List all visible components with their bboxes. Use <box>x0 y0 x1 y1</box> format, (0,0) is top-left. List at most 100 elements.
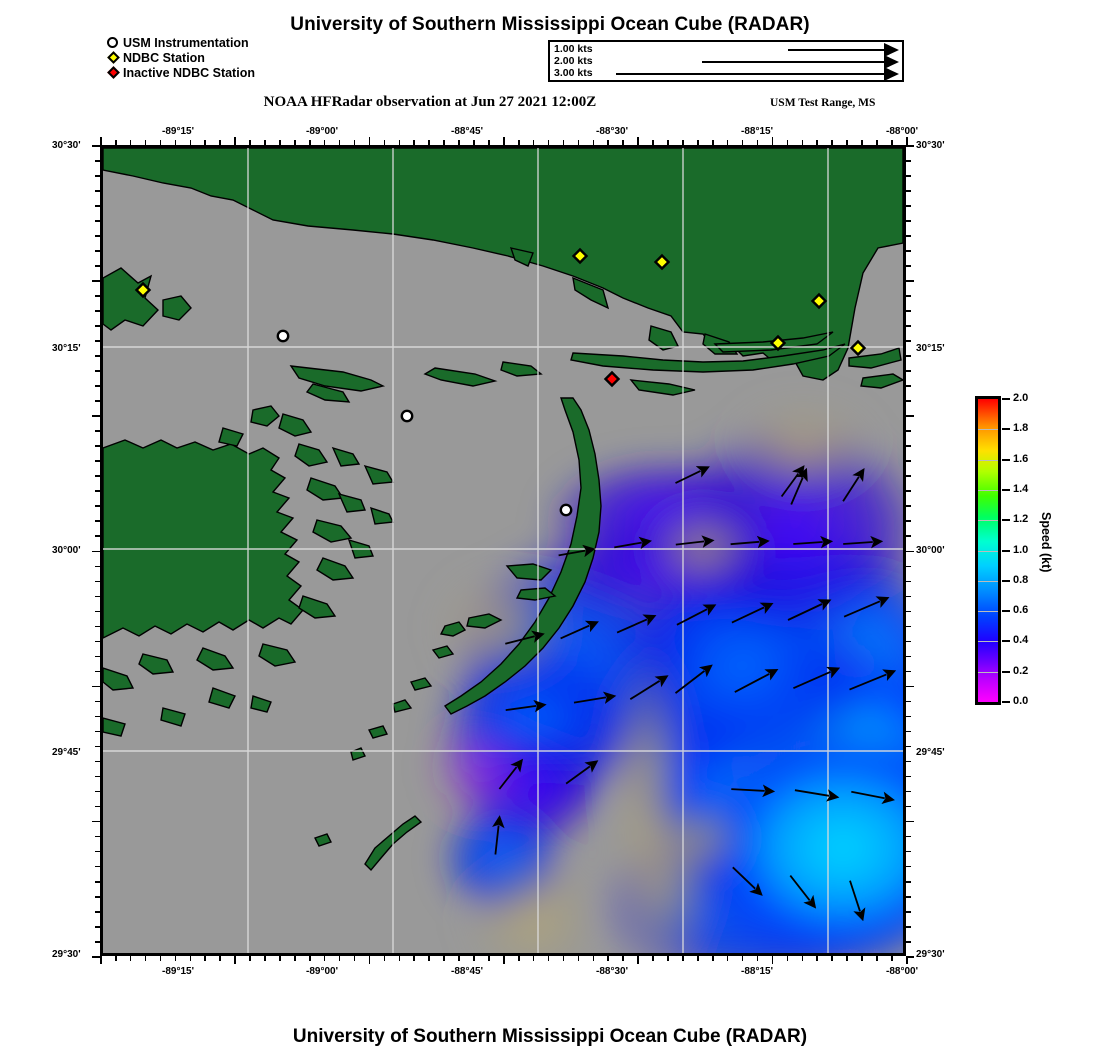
axis-tick <box>95 925 100 928</box>
axis-tick <box>114 140 117 145</box>
velocity-arrow <box>558 544 596 558</box>
velocity-vectors <box>492 465 897 922</box>
axis-tick <box>114 956 117 961</box>
axis-tick <box>906 745 911 748</box>
axis-tick <box>726 956 729 961</box>
scale-label: 3.00 kts <box>554 67 593 79</box>
axis-tick <box>547 140 550 145</box>
axis-tick <box>338 140 341 145</box>
axis-tick <box>906 220 911 222</box>
axis-tick <box>308 956 311 961</box>
axis-tick <box>906 805 911 808</box>
colorbar-tick-label: 2.0 <box>1013 392 1029 404</box>
ndbc-station-marker[interactable] <box>849 339 867 357</box>
ndbc-station-marker[interactable] <box>571 247 589 265</box>
axis-tick <box>906 956 914 958</box>
usm-instrumentation-marker[interactable] <box>276 329 290 343</box>
axis-tick <box>95 520 100 523</box>
radar-map-plot[interactable] <box>100 145 906 956</box>
axis-tick <box>906 295 911 297</box>
axis-tick <box>756 140 759 145</box>
axis-tick <box>861 140 863 145</box>
ndbc-station-marker[interactable] <box>810 292 828 310</box>
velocity-arrow <box>789 875 817 909</box>
ndbc-station-marker[interactable] <box>769 334 787 352</box>
inactive-ndbc-station-marker[interactable] <box>603 370 621 388</box>
axis-tick <box>95 355 100 357</box>
colorbar-gridline <box>978 611 998 613</box>
usm-instrumentation-marker[interactable] <box>400 409 414 423</box>
colorbar-tick-label: 0.0 <box>1013 695 1029 707</box>
axis-tick <box>308 140 311 145</box>
velocity-arrow <box>843 535 884 549</box>
ndbc-station-marker[interactable] <box>653 253 671 271</box>
velocity-arrow <box>492 815 505 855</box>
axis-tick <box>95 940 100 943</box>
axis-tick <box>756 956 759 961</box>
y-tick-left-0: 30°30' <box>52 140 81 151</box>
x-tick-bottom-2: -88°45' <box>451 966 483 977</box>
colorbar-tick-label: 1.6 <box>1013 452 1029 465</box>
axis-tick <box>503 956 505 964</box>
y-tick-right-3: 29°45' <box>916 747 945 758</box>
axis-tick <box>95 865 100 868</box>
axis-tick <box>95 505 100 508</box>
legend-item-inactive-ndbc-station: Inactive NDBC Station <box>106 66 255 81</box>
arrow-head-icon <box>884 43 899 57</box>
axis-tick <box>95 760 100 763</box>
axis-tick <box>488 140 490 145</box>
axis-tick <box>876 956 878 961</box>
x-tick-bottom-1: -89°00' <box>306 966 338 977</box>
velocity-arrow <box>616 614 657 634</box>
scale-shaft <box>616 73 884 75</box>
axis-tick <box>159 140 162 145</box>
axis-tick <box>906 640 911 643</box>
axis-tick <box>592 956 595 961</box>
axis-tick <box>95 265 100 267</box>
axis-tick <box>473 140 475 145</box>
axis-tick <box>532 956 535 961</box>
axis-tick <box>174 956 177 961</box>
axis-tick <box>503 137 505 145</box>
y-tick-right-2: 30°00' <box>916 545 945 556</box>
y-tick-left-4: 29°30' <box>52 949 81 960</box>
axis-tick <box>771 137 774 145</box>
colorbar-tick-label: 1.0 <box>1013 543 1029 556</box>
colorbar-gridline <box>978 459 998 461</box>
velocity-arrow <box>505 699 547 713</box>
axis-tick <box>353 140 356 145</box>
colorbar-tick <box>1002 610 1010 613</box>
axis-tick <box>831 956 833 961</box>
axis-tick <box>398 956 401 961</box>
x-tick-bottom-3: -88°30' <box>596 966 628 977</box>
x-tick-bottom-4: -88°15' <box>741 966 773 977</box>
axis-tick <box>906 550 914 553</box>
velocity-arrow <box>498 758 524 790</box>
y-tick-left-3: 29°45' <box>52 747 81 758</box>
axis-tick <box>816 956 819 961</box>
axis-tick <box>607 140 610 145</box>
x-axis-ticks-top <box>100 137 908 145</box>
usm-instrumentation-marker[interactable] <box>559 503 573 517</box>
velocity-arrow <box>614 536 652 550</box>
y-tick-right-4: 29°30' <box>916 949 945 960</box>
station-markers <box>134 247 867 517</box>
axis-tick <box>906 445 911 447</box>
colorbar-tick <box>1002 579 1010 582</box>
colorbar-tick-label: 0.2 <box>1013 664 1029 677</box>
axis-tick <box>906 925 911 928</box>
ndbc-station-marker[interactable] <box>134 281 152 299</box>
axis-tick <box>219 956 221 961</box>
axis-tick <box>219 140 221 145</box>
axis-tick <box>383 140 386 145</box>
axis-tick <box>682 956 684 961</box>
colorbar-tick <box>1002 640 1010 643</box>
colorbar-tick-label: 1.2 <box>1013 513 1029 526</box>
axis-tick <box>95 310 100 312</box>
axis-tick <box>144 140 147 145</box>
axis-tick <box>906 895 911 898</box>
axis-tick <box>144 956 147 961</box>
velocity-arrow <box>842 468 865 502</box>
footer-title: University of Southern Mississippi Ocean… <box>292 1026 808 1047</box>
axis-tick <box>92 685 100 688</box>
